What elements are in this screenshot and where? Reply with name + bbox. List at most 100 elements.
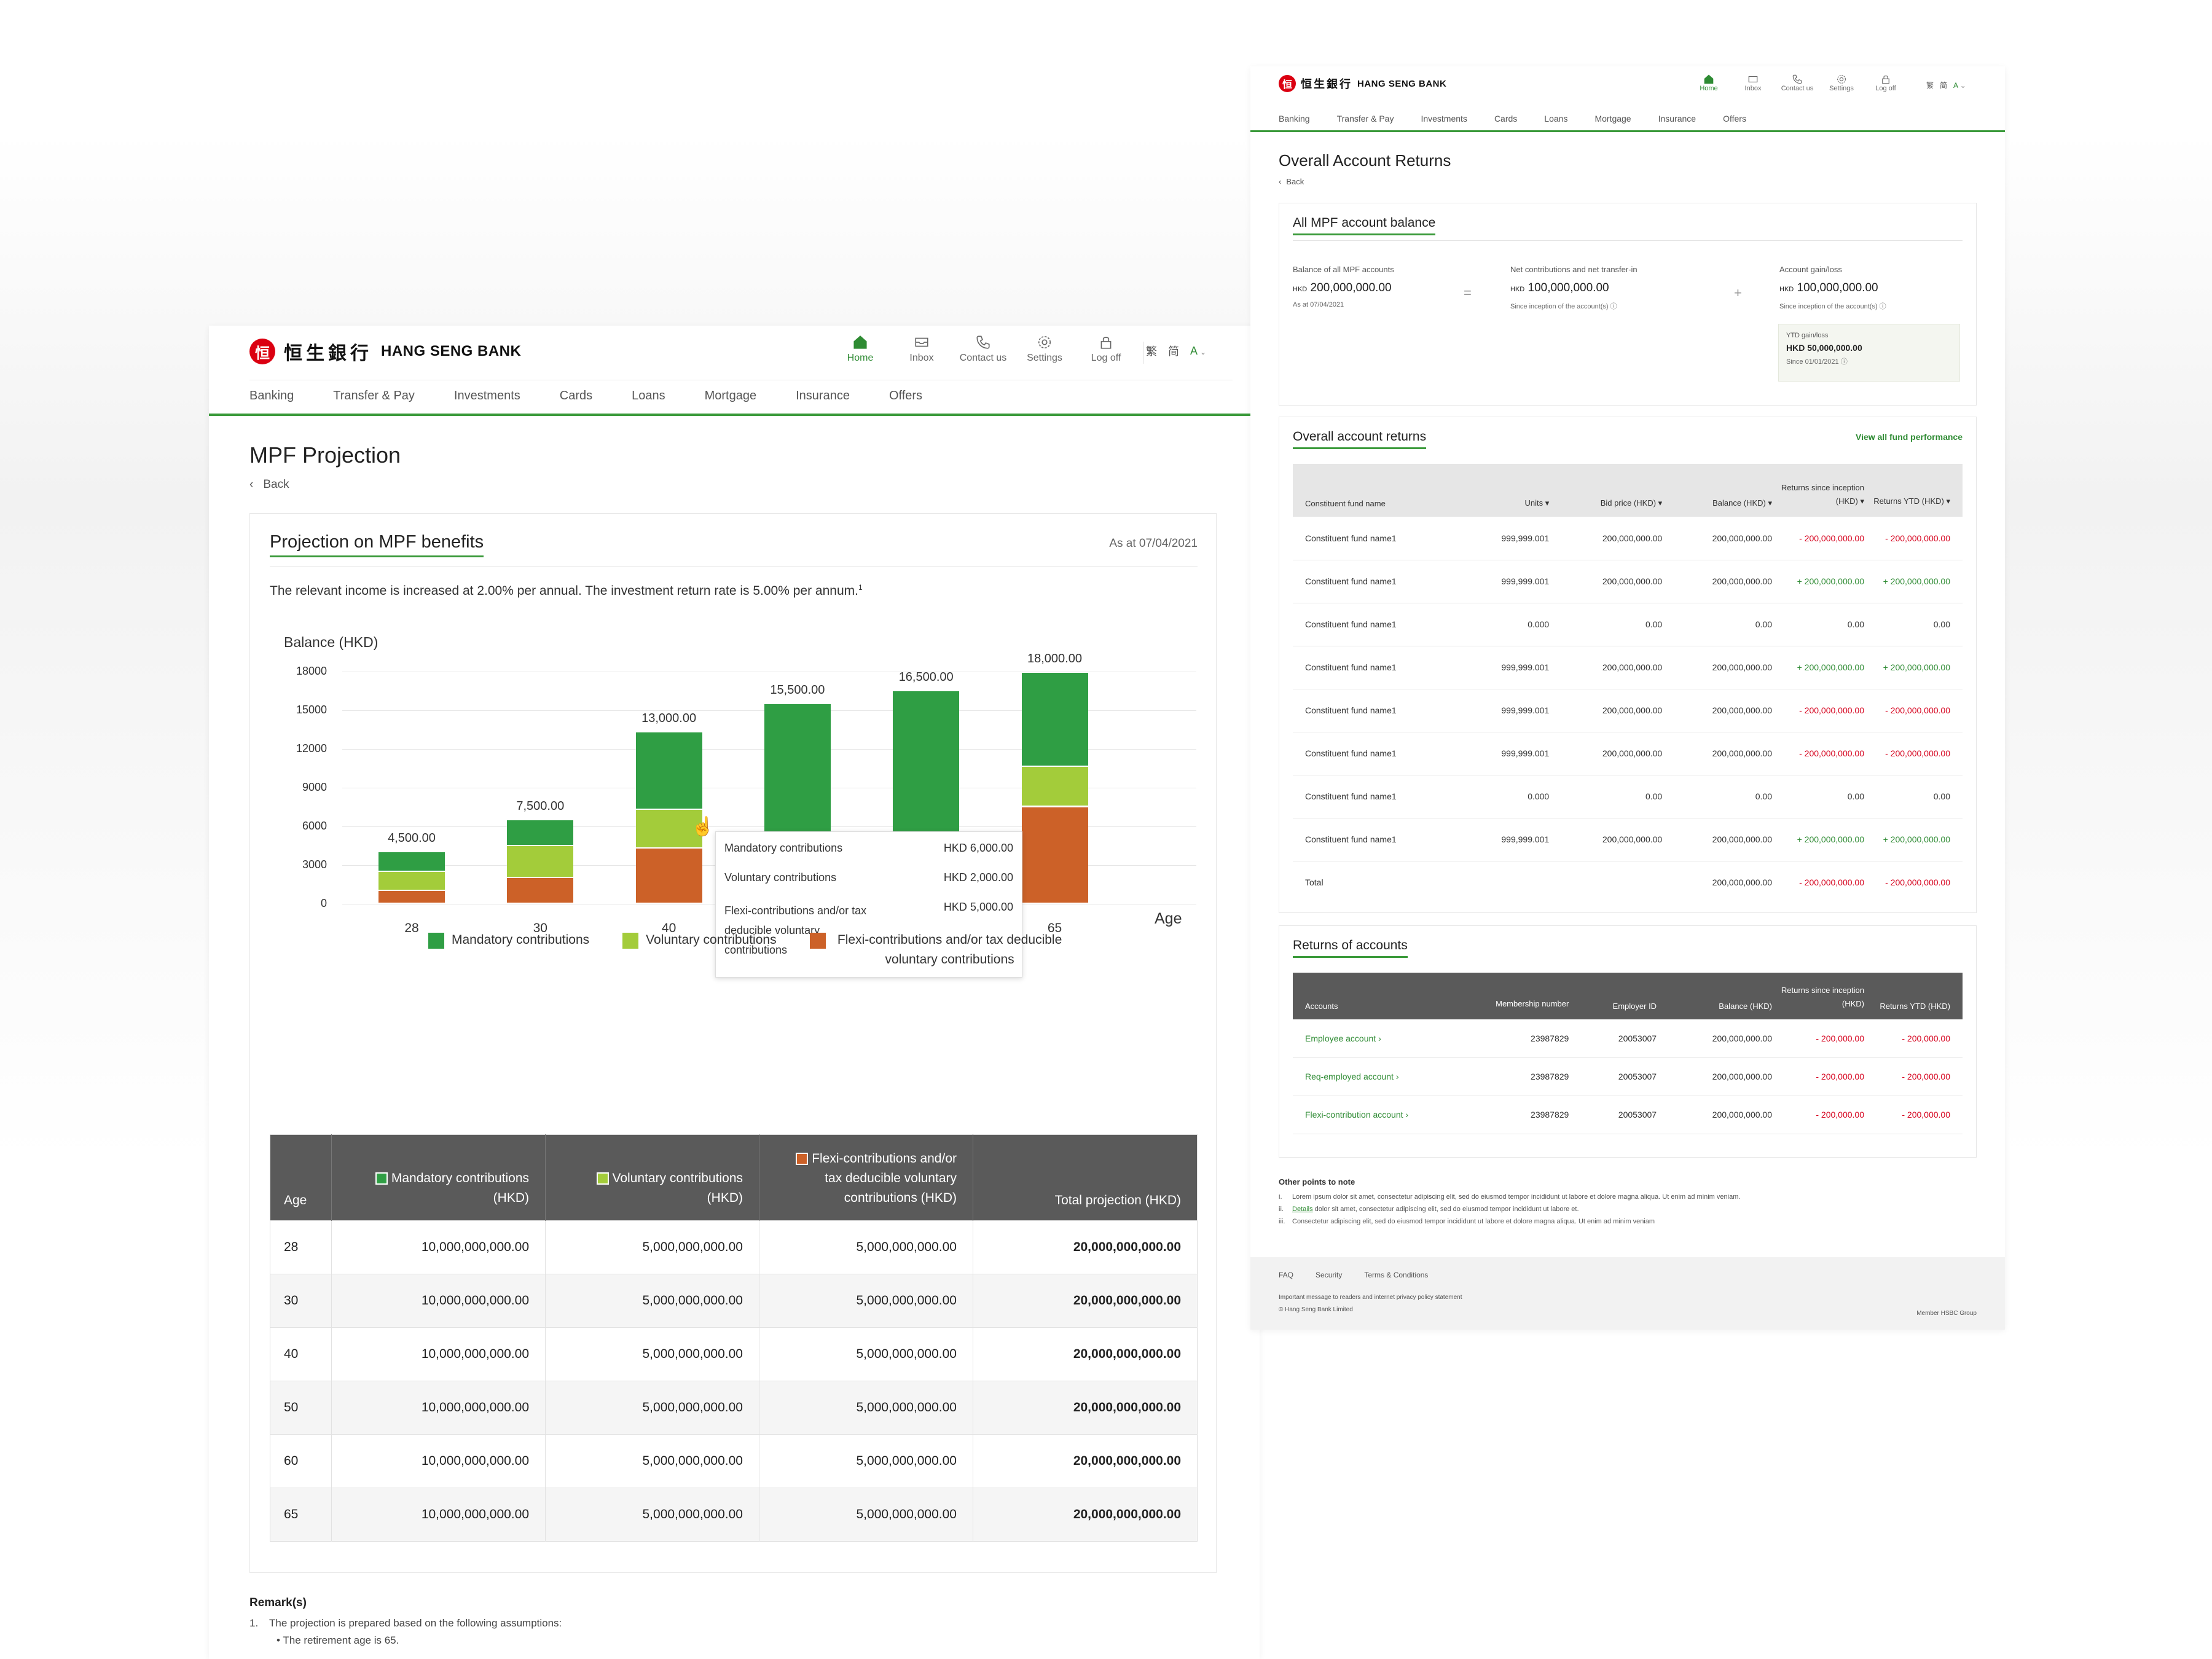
- bar-flexi-28[interactable]: [378, 891, 445, 903]
- account-link[interactable]: Flexi-contribution account ›: [1293, 1096, 1495, 1134]
- account-link[interactable]: Employee account ›: [1293, 1019, 1495, 1057]
- fund-row[interactable]: Constituent fund name1 999,999.001 200,000…: [1293, 517, 1963, 560]
- details-link[interactable]: Details: [1292, 1206, 1313, 1213]
- top-contact[interactable]: Contact us: [1775, 74, 1819, 92]
- fund-row[interactable]: Constituent fund name1 999,999.001 200,000…: [1293, 689, 1963, 732]
- font-size-toggle[interactable]: A ⌄: [1953, 81, 1966, 90]
- bar-mandatory-30[interactable]: [507, 820, 574, 845]
- back-link[interactable]: ‹ Back: [1279, 177, 1304, 186]
- as-at-date: As at 07/04/2021: [1109, 537, 1198, 550]
- nav-transfer-pay[interactable]: Transfer & Pay: [1336, 114, 1394, 124]
- bar-mandatory-40[interactable]: [635, 732, 702, 809]
- point-text: Consectetur adipiscing elit, sed do eius…: [1292, 1218, 1655, 1225]
- bar-flexi-65[interactable]: [1021, 807, 1088, 903]
- bar-voluntary-28[interactable]: [378, 871, 445, 890]
- top-logoff[interactable]: Log off: [1075, 334, 1137, 364]
- top-home-label: Home: [1700, 85, 1718, 92]
- bar-voluntary-65[interactable]: [1021, 767, 1088, 806]
- account-value: 200,000,000.00: [1712, 1033, 1772, 1043]
- legend-voluntary[interactable]: Voluntary contributions: [622, 933, 777, 970]
- cell-age: 50: [270, 1381, 332, 1435]
- font-size-toggle[interactable]: A ⌄: [1190, 345, 1206, 358]
- col-fund-name: Constituent fund name: [1293, 464, 1465, 517]
- nav-cards[interactable]: Cards: [1494, 114, 1518, 124]
- top-inbox[interactable]: Inbox: [891, 334, 952, 364]
- fund-row[interactable]: Constituent fund name1 999,999.001 200,000…: [1293, 818, 1963, 861]
- bar-voluntary-40[interactable]: [635, 809, 702, 847]
- col-returns-ytd[interactable]: Returns YTD (HKD) ▾: [1870, 464, 1963, 517]
- lang-trad-chinese[interactable]: 繁: [1926, 81, 1934, 90]
- fund-row[interactable]: Constituent fund name1 999,999.001 200,000…: [1293, 560, 1963, 603]
- nav-transfer-pay[interactable]: Transfer & Pay: [333, 389, 415, 402]
- nav-banking[interactable]: Banking: [249, 389, 294, 402]
- info-icon[interactable]: ⓘ: [1610, 303, 1617, 310]
- top-settings[interactable]: Settings: [1014, 334, 1075, 364]
- top-settings[interactable]: Settings: [1819, 74, 1864, 92]
- fund-row[interactable]: Constituent fund name1 999,999.001 200,000…: [1293, 646, 1963, 689]
- col-returns-inception[interactable]: Returns since inception (HKD) ▾: [1778, 464, 1870, 517]
- legend-flexi[interactable]: Flexi-contributions and/or tax deducible…: [809, 933, 1067, 970]
- back-link[interactable]: ‹ Back: [249, 478, 289, 492]
- view-all-fund-link[interactable]: View all fund performance: [1855, 432, 1963, 442]
- top-contact[interactable]: Contact us: [952, 334, 1014, 364]
- nav-banking[interactable]: Banking: [1279, 114, 1310, 124]
- lang-simp-chinese[interactable]: 简: [1940, 81, 1948, 90]
- account-row[interactable]: Req-employed account › 23987829 20053007 20…: [1293, 1057, 1963, 1096]
- nav-offers[interactable]: Offers: [1723, 114, 1746, 124]
- top-home[interactable]: Home: [1687, 74, 1731, 92]
- nav-loans[interactable]: Loans: [1544, 114, 1568, 124]
- footer-faq[interactable]: FAQ: [1279, 1271, 1294, 1279]
- top-inbox[interactable]: Inbox: [1731, 74, 1775, 92]
- lang-simp-chinese[interactable]: 简: [1168, 345, 1179, 358]
- footer-terms[interactable]: Terms & Conditions: [1364, 1271, 1429, 1279]
- nav-mortgage[interactable]: Mortgage: [704, 389, 757, 402]
- title-text: All MPF account balance: [1293, 216, 1436, 235]
- nav-insurance[interactable]: Insurance: [1658, 114, 1696, 124]
- nav-cards[interactable]: Cards: [559, 389, 593, 402]
- bar-voluntary-30[interactable]: [507, 845, 574, 877]
- footer-security[interactable]: Security: [1316, 1271, 1343, 1279]
- y-tick-label: 3000: [302, 858, 327, 871]
- footer-important-message[interactable]: Important message to readers and interne…: [1279, 1294, 1462, 1301]
- cell-age: 65: [270, 1488, 332, 1542]
- col-balance[interactable]: Balance (HKD) ▾: [1668, 464, 1778, 517]
- col-units[interactable]: Units ▾: [1465, 464, 1555, 517]
- lang-trad-chinese[interactable]: 繁: [1146, 345, 1157, 358]
- nav-insurance[interactable]: Insurance: [796, 389, 850, 402]
- info-icon[interactable]: ⓘ: [1879, 303, 1886, 310]
- nav-offers[interactable]: Offers: [888, 389, 923, 402]
- bar-total-label: 13,000.00: [641, 711, 697, 725]
- info-icon[interactable]: ⓘ: [1840, 358, 1848, 366]
- brand-logo[interactable]: 恒 恒生銀行 HANG SENG BANK: [1279, 75, 1446, 92]
- chevron-right-icon: ›: [1376, 1033, 1381, 1043]
- top-inbox-label: Inbox: [1744, 85, 1762, 92]
- fund-row[interactable]: Constituent fund name1 0.000 0.00 0.00 0.00 0…: [1293, 603, 1963, 646]
- nav-investments[interactable]: Investments: [1421, 114, 1467, 124]
- brand-logo[interactable]: 恒 恒生銀行 HANG SENG BANK: [249, 338, 521, 365]
- bar-mandatory-28[interactable]: [378, 852, 445, 871]
- bar-mandatory-65[interactable]: [1021, 673, 1088, 766]
- account-row[interactable]: Flexi-contribution account › 23987829 2005…: [1293, 1096, 1963, 1134]
- legend-mandatory[interactable]: Mandatory contributions: [428, 933, 589, 970]
- sort-icon: ▾: [1658, 498, 1663, 508]
- card-title: Projection on MPF benefits: [270, 532, 484, 557]
- bar-flexi-40[interactable]: [635, 848, 702, 903]
- top-home[interactable]: Home: [830, 334, 891, 364]
- bar-flexi-30[interactable]: [507, 878, 574, 903]
- fund-value: + 200,000,000.00: [1797, 662, 1864, 672]
- fund-row[interactable]: Constituent fund name1 999,999.001 200,000…: [1293, 732, 1963, 775]
- gear-icon: [1837, 75, 1846, 84]
- top-logoff[interactable]: Log off: [1864, 74, 1908, 92]
- nav-mortgage[interactable]: Mortgage: [1594, 114, 1631, 124]
- account-link[interactable]: Req-employed account ›: [1293, 1057, 1495, 1096]
- col-bid-price[interactable]: Bid price (HKD) ▾: [1555, 464, 1668, 517]
- nav-loans[interactable]: Loans: [632, 389, 665, 402]
- col-membership: Membership number: [1495, 973, 1575, 1019]
- fund-row[interactable]: Constituent fund name1 0.000 0.00 0.00 0.00 0…: [1293, 775, 1963, 818]
- remarks-title: Remark(s): [249, 1596, 307, 1609]
- nav-investments[interactable]: Investments: [453, 389, 520, 402]
- fund-returns-table: Constituent fund name Units ▾ Bid price …: [1293, 464, 1963, 904]
- chevron-left-icon: ‹: [1279, 177, 1282, 186]
- account-row[interactable]: Employee account › 23987829 20053007 200,00…: [1293, 1019, 1963, 1057]
- chevron-right-icon: ›: [1403, 1110, 1409, 1120]
